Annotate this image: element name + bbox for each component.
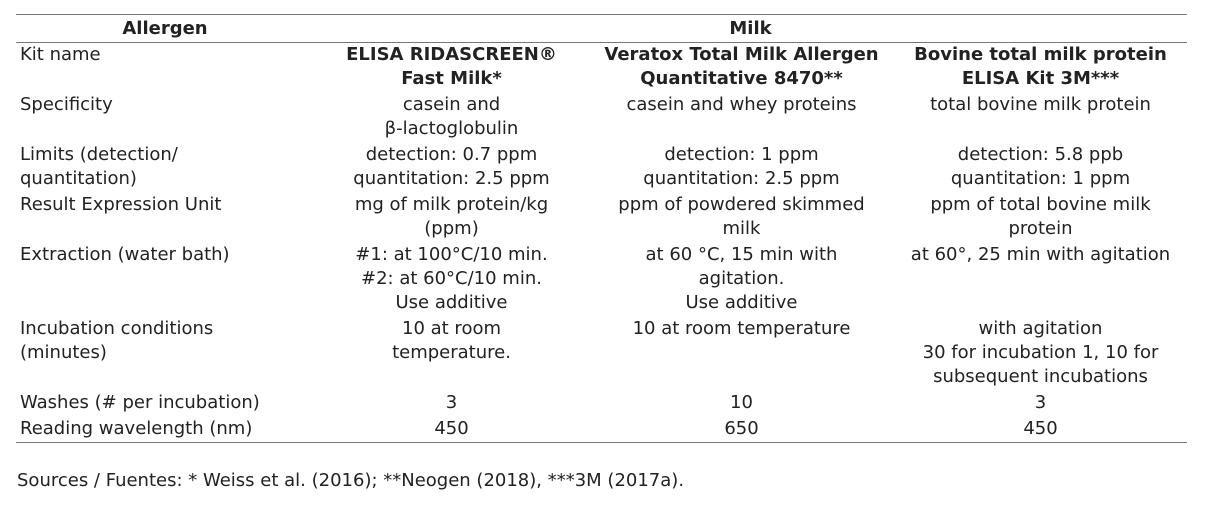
cell-3m: with agitation 30 for incubation 1, 10 f… (922, 318, 1159, 387)
cell-veratox: casein and whey proteins (626, 94, 857, 115)
row-label: Specificity (20, 94, 113, 115)
table-row: Washes (# per incubation) 3 10 3 (16, 391, 1187, 417)
header-milk: Milk (314, 14, 1187, 43)
cell-veratox: ppm of powdered skimmed milk (618, 194, 865, 239)
cell-3m: detection: 5.8 ppb quantitation: 1 ppm (950, 144, 1131, 189)
table-header-row: Allergen Milk (16, 14, 1187, 43)
cell-veratox: detection: 1 ppm quantitation: 2.5 ppm (643, 144, 840, 189)
cell-3m: total bovine milk protein (930, 94, 1151, 115)
table-row: Specificity casein and β-lactoglobulin c… (16, 93, 1187, 143)
cell-3m: ppm of total bovine milk protein (930, 194, 1151, 239)
cell-ridascreen: mg of milk protein/kg (ppm) (354, 194, 549, 239)
cell-ridascreen: 3 (445, 392, 458, 413)
cell-3m: at 60°, 25 min with agitation (910, 244, 1171, 265)
cell-ridascreen: 10 at room temperature. (392, 318, 511, 363)
table-row: Limits (detection/ quantitation) detecti… (16, 143, 1187, 193)
row-label: Limits (detection/ quantitation) (20, 144, 178, 189)
row-label: Result Expression Unit (20, 194, 222, 215)
row-label: Incubation conditions (minutes) (20, 318, 214, 363)
header-allergen: Allergen (16, 14, 314, 43)
cell-veratox: Veratox Total Milk Allergen Quantitative… (604, 44, 879, 89)
cell-ridascreen: #1: at 100°C/10 min. #2: at 60°C/10 min.… (355, 244, 548, 313)
table-row: Result Expression Unit mg of milk protei… (16, 193, 1187, 243)
row-label: Kit name (20, 44, 101, 65)
row-label: Washes (# per incubation) (20, 392, 260, 413)
cell-veratox: 10 (730, 392, 753, 413)
cell-3m: 450 (894, 417, 1187, 443)
cell-ridascreen: detection: 0.7 ppm quantitation: 2.5 ppm (353, 144, 550, 189)
table-row: Extraction (water bath) #1: at 100°C/10 … (16, 243, 1187, 317)
sources-note: Sources / Fuentes: * Weiss et al. (2016)… (17, 470, 685, 491)
row-label: Extraction (water bath) (20, 244, 230, 265)
table-row: Kit name ELISA RIDASCREEN® Fast Milk* Ve… (16, 43, 1187, 94)
table-row: Reading wavelength (nm) 450 650 450 (16, 417, 1187, 443)
cell-veratox: 650 (589, 417, 894, 443)
cell-ridascreen: casein and β-lactoglobulin (384, 94, 519, 139)
cell-ridascreen: ELISA RIDASCREEN® Fast Milk* (346, 44, 557, 89)
cell-3m: 3 (1034, 392, 1047, 413)
cell-3m: Bovine total milk protein ELISA Kit 3M**… (914, 44, 1167, 89)
cell-ridascreen: 450 (314, 417, 589, 443)
cell-veratox: 10 at room temperature (632, 318, 851, 339)
row-label: Reading wavelength (nm) (16, 417, 314, 443)
cell-veratox: at 60 °C, 15 min with agitation. Use add… (645, 244, 838, 313)
table-row: Incubation conditions (minutes) 10 at ro… (16, 317, 1187, 391)
allergen-kit-table: Allergen Milk Kit name ELISA RIDASCREEN®… (16, 14, 1187, 443)
